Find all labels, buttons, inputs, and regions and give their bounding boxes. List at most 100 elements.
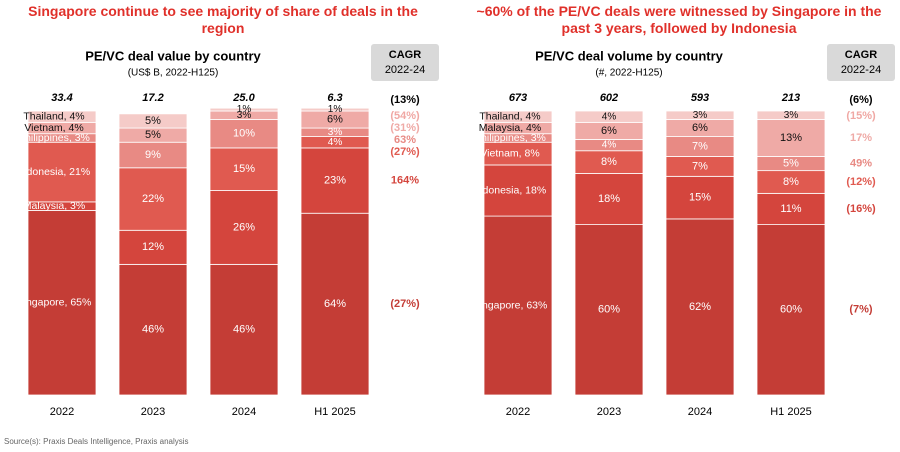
segment-label: 5% bbox=[145, 129, 161, 141]
segment-label: 60% bbox=[598, 304, 620, 316]
segment-label: 23% bbox=[324, 174, 346, 186]
segment-label: 5% bbox=[145, 115, 161, 127]
segment-label: 4% bbox=[602, 140, 617, 151]
total-label: 602 bbox=[600, 92, 618, 104]
series-cagr: (15%) bbox=[846, 110, 876, 122]
bar-segment bbox=[27, 209, 97, 396]
cagr-header: 2022-24 bbox=[385, 64, 425, 76]
source: Source(s): Praxis Deals Intelligence, Pr… bbox=[4, 437, 189, 446]
x-tick-label: 2024 bbox=[232, 406, 256, 418]
bar-segment bbox=[118, 167, 188, 231]
segment-label: 4% bbox=[602, 111, 617, 122]
bar-segment bbox=[756, 224, 826, 396]
total-label: 33.4 bbox=[51, 92, 72, 104]
headline: ~60% of the PE/VC deals were witnessed b… bbox=[476, 3, 882, 36]
cagr-header: 2022-24 bbox=[841, 64, 881, 76]
segment-label: 10% bbox=[233, 128, 255, 140]
cagr-header: CAGR bbox=[845, 49, 877, 61]
x-tick-label: H1 2025 bbox=[314, 406, 356, 418]
cagr-box bbox=[827, 44, 895, 81]
bar-segment bbox=[574, 224, 644, 396]
segment-label: 6% bbox=[601, 125, 617, 137]
segment-label: 3% bbox=[237, 110, 252, 121]
bar-segment bbox=[574, 173, 644, 225]
segment-label: 60% bbox=[780, 304, 802, 316]
series-cagr: (16%) bbox=[846, 203, 876, 215]
total-label: 25.0 bbox=[232, 92, 255, 104]
bar-segment bbox=[118, 141, 188, 169]
segment-label: 5% bbox=[783, 157, 799, 169]
series-cagr: (54%) bbox=[390, 110, 420, 122]
total-cagr: (6%) bbox=[849, 94, 873, 106]
segment-label: 12% bbox=[142, 241, 164, 253]
total-label: 593 bbox=[691, 92, 709, 104]
segment-label: Malaysia, 3% bbox=[23, 200, 85, 212]
segment-label: 3% bbox=[693, 110, 708, 121]
bar-segment bbox=[483, 110, 553, 123]
segment-label: 26% bbox=[233, 221, 255, 233]
bar-segment bbox=[756, 110, 826, 120]
chart-subtitle: (US$ B, 2022-H125) bbox=[128, 68, 219, 79]
cagr-header: CAGR bbox=[389, 49, 421, 61]
bar-segment bbox=[118, 229, 188, 265]
bar-segment bbox=[118, 263, 188, 396]
x-tick-label: 2023 bbox=[141, 406, 165, 418]
series-cagr: (27%) bbox=[390, 298, 420, 310]
segment-label: Thailand, 4% bbox=[23, 110, 84, 122]
series-cagr: 17% bbox=[850, 132, 872, 144]
segment-label: 1% bbox=[237, 104, 252, 115]
x-tick-label: H1 2025 bbox=[770, 406, 812, 418]
segment-label: 8% bbox=[783, 176, 799, 188]
series-cagr: (7%) bbox=[849, 304, 873, 316]
series-cagr: 49% bbox=[850, 157, 872, 169]
segment-label: Philippines, 3% bbox=[474, 132, 546, 144]
segment-label: Singapore, 65% bbox=[17, 296, 92, 308]
bar-segment bbox=[665, 218, 735, 396]
segment-label: 46% bbox=[142, 324, 164, 336]
segment-label: 62% bbox=[689, 301, 711, 313]
bar-segment bbox=[209, 107, 279, 112]
series-cagr: (12%) bbox=[846, 176, 876, 188]
segment-label: Indonesia, 21% bbox=[18, 166, 90, 178]
segment-label: 22% bbox=[142, 193, 164, 205]
segment-label: 3% bbox=[328, 127, 343, 138]
series-cagr: 63% bbox=[394, 134, 416, 146]
x-tick-label: 2024 bbox=[688, 406, 712, 418]
bar-segment bbox=[118, 113, 188, 129]
segment-label: Malaysia, 4% bbox=[479, 122, 541, 134]
segment-label: 7% bbox=[692, 140, 708, 152]
segment-label: 9% bbox=[145, 149, 161, 161]
segment-label: 7% bbox=[692, 160, 708, 172]
segment-label: Vietnam, 8% bbox=[480, 147, 539, 159]
x-tick-label: 2022 bbox=[50, 406, 74, 418]
total-label: 6.3 bbox=[327, 92, 342, 104]
segment-label: 11% bbox=[780, 203, 801, 215]
segment-label: Vietnam, 4% bbox=[24, 122, 83, 134]
segment-label: 15% bbox=[689, 192, 711, 204]
bar-segment bbox=[209, 263, 279, 396]
chart-title: PE/VC deal volume by country bbox=[535, 48, 724, 63]
chart-title: PE/VC deal value by country bbox=[85, 48, 261, 63]
segment-label: 46% bbox=[233, 324, 255, 336]
total-cagr: (13%) bbox=[390, 94, 420, 106]
segment-label: Indonesia, 18% bbox=[474, 184, 546, 196]
segment-label: Thailand, 4% bbox=[479, 110, 540, 122]
segment-label: 64% bbox=[324, 298, 346, 310]
segment-label: Singapore, 63% bbox=[473, 299, 548, 311]
total-label: 17.2 bbox=[142, 92, 163, 104]
bar-segment bbox=[756, 119, 826, 157]
cagr-box bbox=[371, 44, 439, 81]
bar-segment bbox=[574, 110, 644, 123]
segment-label: 1% bbox=[328, 104, 343, 115]
segment-label: 13% bbox=[780, 132, 802, 144]
segment-label: Philippines, 3% bbox=[18, 132, 90, 144]
bar-segment bbox=[665, 110, 735, 120]
total-label: 213 bbox=[781, 92, 800, 104]
bar-segment bbox=[300, 107, 370, 112]
bar-segment bbox=[27, 141, 97, 203]
segment-label: 6% bbox=[692, 122, 708, 134]
segment-label: 6% bbox=[327, 113, 343, 125]
series-cagr: (31%) bbox=[390, 122, 420, 134]
